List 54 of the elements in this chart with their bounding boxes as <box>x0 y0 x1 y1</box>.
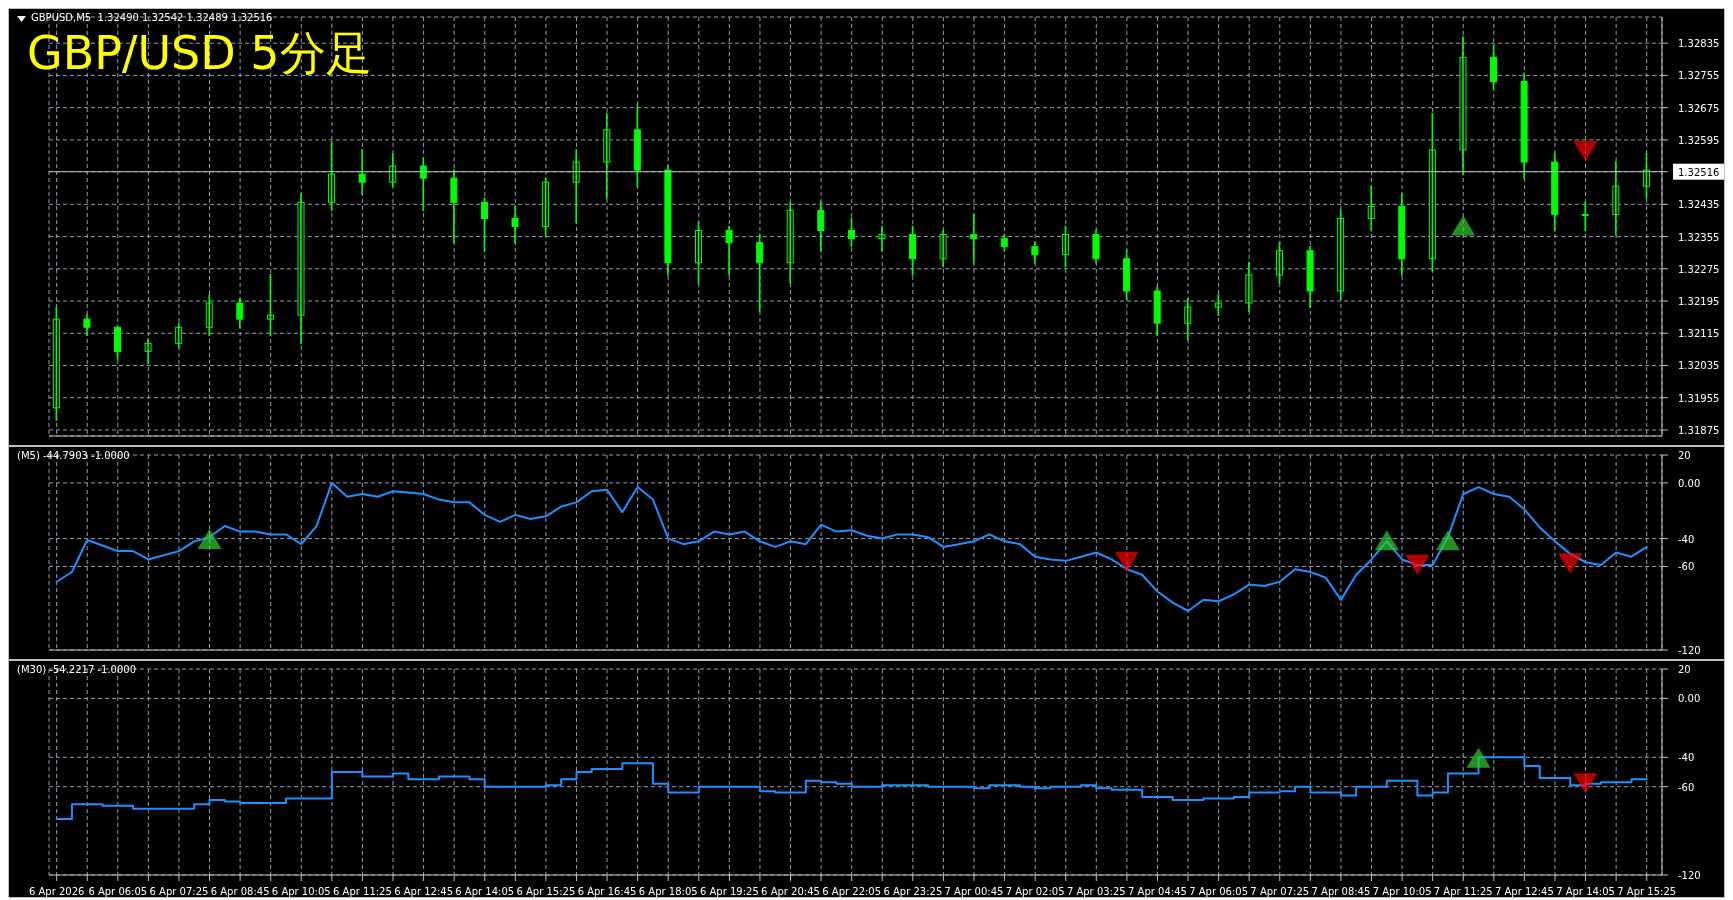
x-tick-label: 7 Apr 07:25 <box>1250 886 1310 897</box>
y-tick-label: 20 <box>1678 450 1691 461</box>
y-tick-label: 1.32755 <box>1678 70 1720 82</box>
x-tick-label: 7 Apr 11:25 <box>1433 886 1493 897</box>
x-tick-label: 7 Apr 14:05 <box>1556 886 1615 897</box>
y-tick-label: 20 <box>1678 664 1691 675</box>
x-tick-label: 6 Apr 23:25 <box>883 886 943 897</box>
x-tick-label: 6 Apr 19:25 <box>699 886 759 897</box>
y-tick-label: 1.31875 <box>1678 424 1720 436</box>
y-tick-label: -40 <box>1678 533 1695 545</box>
chart-title: (M30) -54.2217 -1.0000 <box>17 664 137 675</box>
x-tick-label: 6 Apr 22:05 <box>822 886 882 897</box>
x-tick-label: 6 Apr 2026 <box>28 886 85 897</box>
x-tick-label: 6 Apr 16:45 <box>577 886 637 897</box>
x-tick-label: 6 Apr 07:25 <box>149 886 209 897</box>
y-tick-label: 1.31955 <box>1678 392 1720 404</box>
x-tick-label: 7 Apr 03:25 <box>1066 886 1126 897</box>
y-tick-label: 1.32516 <box>1678 166 1720 178</box>
x-tick-label: 6 Apr 20:45 <box>761 886 820 897</box>
x-tick-label: 7 Apr 00:45 <box>944 886 1004 897</box>
y-tick-label: -40 <box>1678 752 1695 764</box>
y-tick-label: 1.32435 <box>1678 199 1720 211</box>
y-tick-label: -120 <box>1678 645 1701 656</box>
x-tick-label: 6 Apr 15:25 <box>516 886 576 897</box>
x-tick-label: 7 Apr 06:05 <box>1189 886 1249 897</box>
chart-subtitle: GBPUSD,M5 1.32490 1.32542 1.32489 1.32516 <box>31 12 273 23</box>
y-tick-label: -120 <box>1678 870 1701 881</box>
x-tick-label: 7 Apr 08:45 <box>1311 886 1371 897</box>
y-tick-label: 1.32595 <box>1678 134 1720 146</box>
y-tick-label: 0.00 <box>1678 693 1701 705</box>
y-tick-label: 1.32355 <box>1678 231 1720 243</box>
chart-title: GBP/USD 5分足 <box>27 25 372 82</box>
y-tick-label: 1.32275 <box>1678 263 1720 275</box>
y-tick-label: 1.32115 <box>1678 328 1720 340</box>
chart-title: (M5) -44.7903 -1.0000 <box>17 450 130 461</box>
x-tick-label: 6 Apr 06:05 <box>88 886 148 897</box>
x-tick-label: 6 Apr 10:05 <box>271 886 331 897</box>
x-tick-label: 7 Apr 12:45 <box>1494 886 1554 897</box>
x-tick-label: 7 Apr 04:45 <box>1128 886 1187 897</box>
x-tick-label: 7 Apr 10:05 <box>1372 886 1432 897</box>
x-tick-label: 6 Apr 08:45 <box>210 886 270 897</box>
y-tick-label: -60 <box>1678 781 1695 793</box>
y-tick-label: 1.32035 <box>1678 360 1720 372</box>
y-tick-label: -60 <box>1678 561 1695 573</box>
y-tick-label: 1.32835 <box>1678 38 1720 50</box>
x-tick-label: 6 Apr 12:45 <box>394 886 453 897</box>
y-tick-label: 0.00 <box>1678 477 1701 489</box>
x-tick-label: 6 Apr 11:25 <box>333 886 392 897</box>
x-tick-label: 6 Apr 18:05 <box>638 886 698 897</box>
y-tick-label: 1.32195 <box>1678 296 1720 308</box>
x-tick-label: 7 Apr 02:05 <box>1005 886 1065 897</box>
x-tick-label: 6 Apr 14:05 <box>455 886 515 897</box>
x-tick-label: 7 Apr 15:25 <box>1617 886 1677 897</box>
y-tick-label: 1.32675 <box>1678 102 1720 114</box>
